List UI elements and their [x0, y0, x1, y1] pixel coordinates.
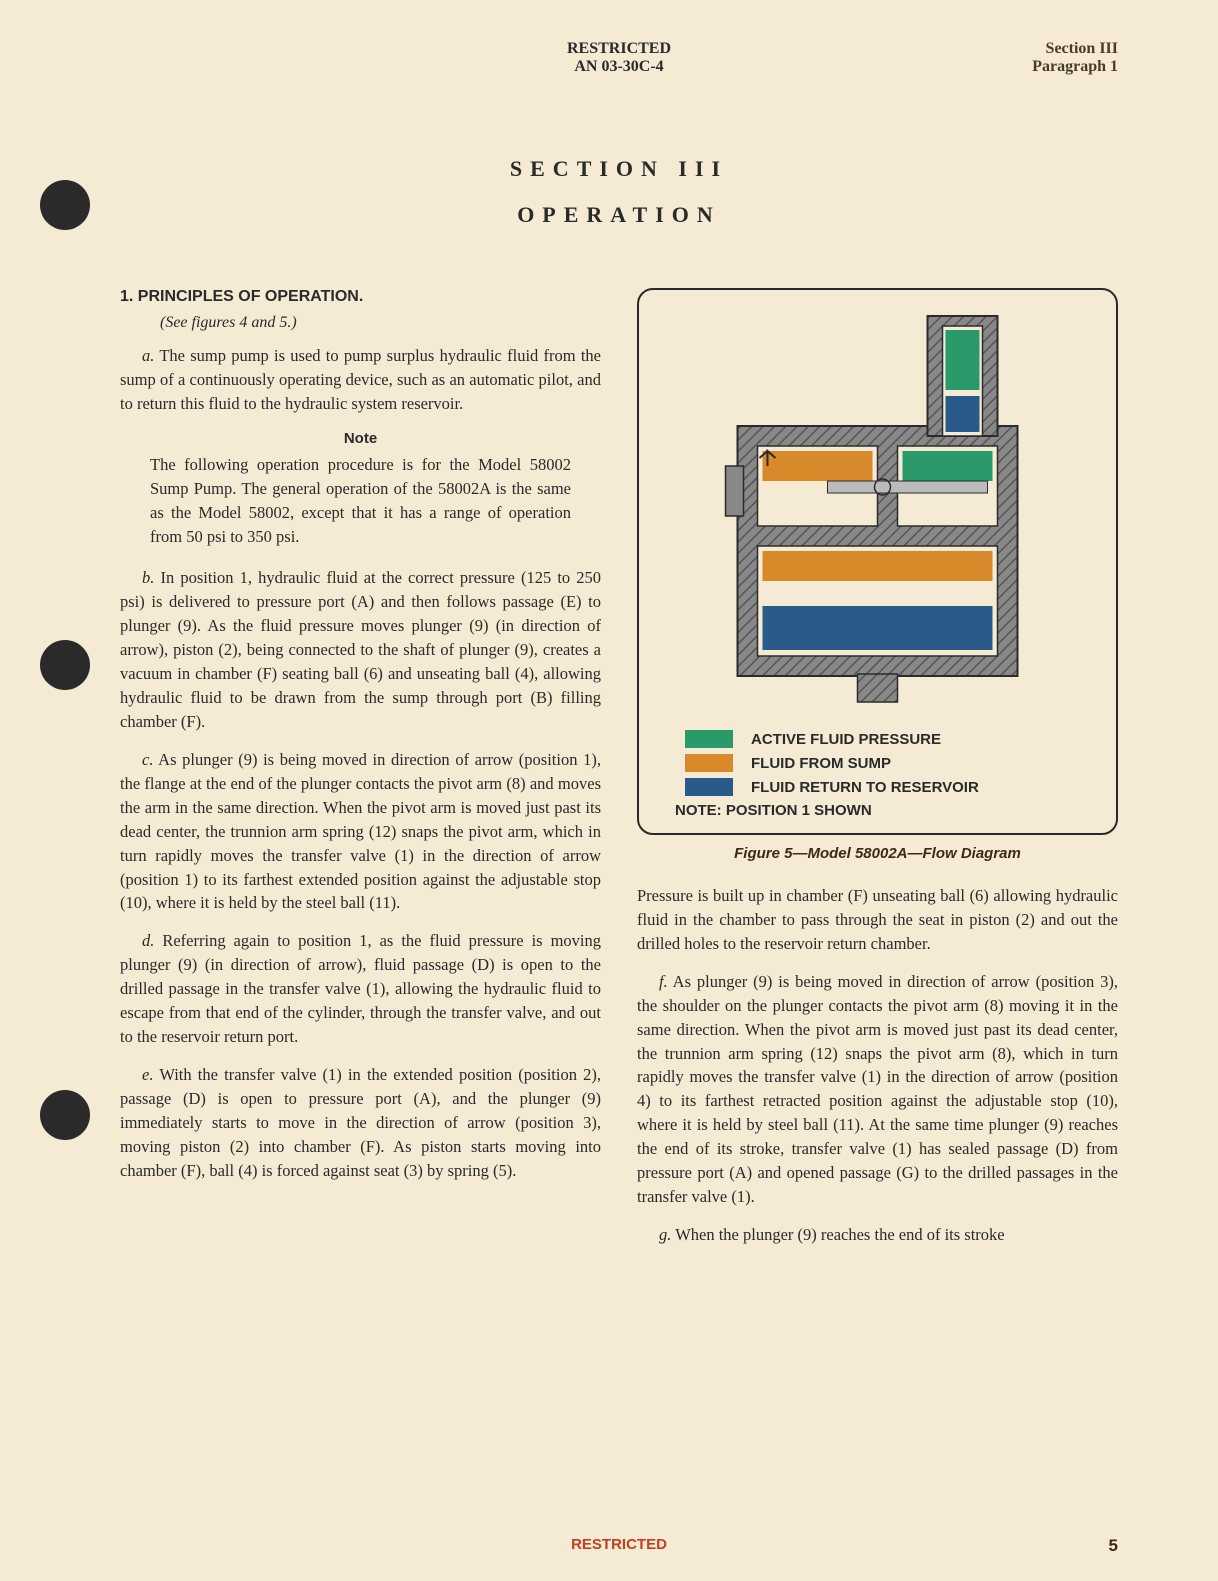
page-footer: RESTRICTED 5	[0, 1536, 1218, 1553]
para-d-text: Referring again to position 1, as the fl…	[120, 931, 601, 1046]
legend-swatch	[685, 730, 733, 748]
header-paragraph: Paragraph 1	[968, 58, 1118, 76]
legend-swatch	[685, 778, 733, 796]
note-heading: Note	[120, 430, 601, 447]
binder-punch	[40, 640, 90, 690]
legend-label: ACTIVE FLUID PRESSURE	[751, 731, 941, 748]
legend-label: FLUID FROM SUMP	[751, 755, 891, 772]
para-a: a. The sump pump is used to pump surplus…	[120, 344, 601, 416]
para-b-text: In position 1, hydraulic fluid at the co…	[120, 568, 601, 731]
para-e-lead: e.	[142, 1065, 153, 1084]
legend-row: ACTIVE FLUID PRESSURE	[655, 730, 1100, 748]
legend-swatch	[685, 754, 733, 772]
legend-row: FLUID RETURN TO RESERVOIR	[655, 778, 1100, 796]
header-doc: AN 03-30C-4	[270, 58, 968, 76]
figure-5-box: ACTIVE FLUID PRESSURE FLUID FROM SUMP FLUI…	[637, 288, 1118, 835]
figure-note: NOTE: POSITION 1 SHOWN	[655, 802, 1100, 819]
para-b: b. In position 1, hydraulic fluid at the…	[120, 566, 601, 733]
content-columns: 1. PRINCIPLES OF OPERATION. (See figures…	[120, 288, 1118, 1261]
para-f-text: As plunger (9) is being moved in directi…	[637, 972, 1118, 1206]
para-d-lead: d.	[142, 931, 154, 950]
flow-diagram	[655, 306, 1100, 716]
flow-diagram-svg	[655, 306, 1100, 716]
para-d: d. Referring again to position 1, as the…	[120, 929, 601, 1049]
para-g-lead: g.	[659, 1225, 671, 1244]
para-a-text: The sump pump is used to pump surplus hy…	[120, 346, 601, 413]
right-column: ACTIVE FLUID PRESSURE FLUID FROM SUMP FLUI…	[637, 288, 1118, 1261]
section-title: SECTION III	[120, 156, 1118, 182]
principles-heading: 1. PRINCIPLES OF OPERATION.	[120, 288, 601, 306]
legend-label: FLUID RETURN TO RESERVOIR	[751, 779, 979, 796]
header-restricted: RESTRICTED	[270, 40, 968, 58]
legend: ACTIVE FLUID PRESSURE FLUID FROM SUMP FLUI…	[655, 730, 1100, 796]
see-figures: (See figures 4 and 5.)	[160, 314, 601, 332]
para-c-lead: c.	[142, 750, 153, 769]
para-e-cont: Pressure is built up in chamber (F) unse…	[637, 884, 1118, 956]
binder-punch	[40, 1090, 90, 1140]
left-column: 1. PRINCIPLES OF OPERATION. (See figures…	[120, 288, 601, 1261]
header-section: Section III	[968, 40, 1118, 58]
figure-caption: Figure 5—Model 58002A—Flow Diagram	[637, 845, 1118, 862]
para-c: c. As plunger (9) is being moved in dire…	[120, 748, 601, 915]
para-b-lead: b.	[142, 568, 154, 587]
para-e-text: With the transfer valve (1) in the exten…	[120, 1065, 601, 1180]
para-f: f. As plunger (9) is being moved in dire…	[637, 970, 1118, 1209]
footer-restricted: RESTRICTED	[571, 1536, 667, 1553]
para-e: e. With the transfer valve (1) in the ex…	[120, 1063, 601, 1183]
binder-punch	[40, 180, 90, 230]
footer-page: 5	[1109, 1536, 1118, 1556]
para-g-text: When the plunger (9) reaches the end of …	[671, 1225, 1004, 1244]
page-header: RESTRICTED AN 03-30C-4 Section III Parag…	[120, 40, 1118, 76]
note-body: The following operation procedure is for…	[150, 453, 571, 549]
para-a-lead: a.	[142, 346, 154, 365]
legend-row: FLUID FROM SUMP	[655, 754, 1100, 772]
para-f-lead: f.	[659, 972, 668, 991]
para-g: g. When the plunger (9) reaches the end …	[637, 1223, 1118, 1247]
para-c-text: As plunger (9) is being moved in directi…	[120, 750, 601, 913]
section-subtitle: OPERATION	[120, 202, 1118, 228]
